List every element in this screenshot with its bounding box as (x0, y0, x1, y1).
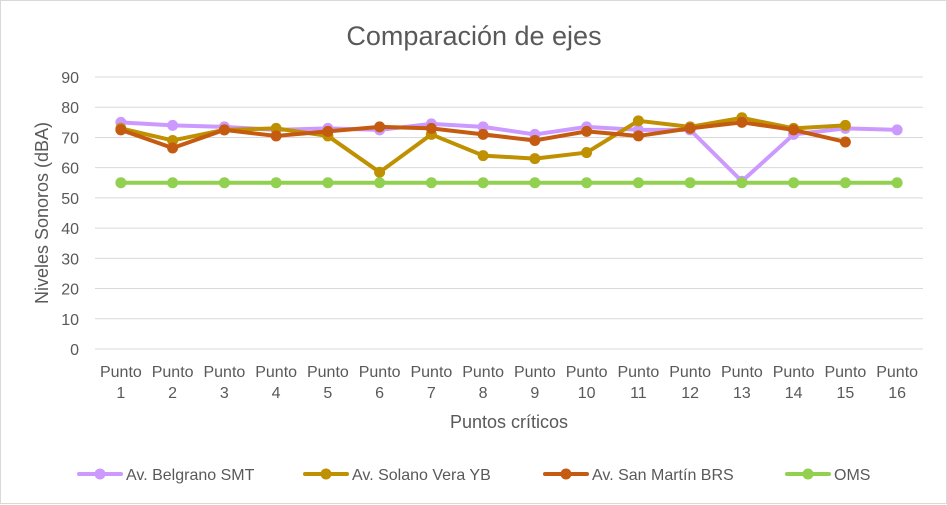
x-tick-label: Punto 10 (566, 364, 608, 402)
y-axis-ticks: 0 10 20 30 40 50 60 70 80 90 (61, 70, 79, 359)
x-tick-label: Punto 15 (824, 364, 866, 402)
x-tick-label: Punto 9 (514, 364, 556, 402)
data-point (891, 124, 903, 136)
chart-title: Comparación de ejes (346, 21, 601, 51)
y-tick-label: 70 (61, 130, 79, 147)
data-point (115, 177, 127, 189)
data-point (736, 177, 748, 189)
data-point (891, 177, 903, 189)
legend-label: Av. San Martín BRS (592, 467, 734, 484)
series-3 (115, 177, 903, 189)
data-point (581, 177, 593, 189)
legend-item: Av. San Martín BRS (543, 467, 734, 484)
x-tick-label: Punto 7 (410, 364, 452, 402)
data-point (788, 124, 800, 136)
x-tick-label: Punto 3 (203, 364, 245, 402)
data-point (374, 121, 386, 133)
data-point (684, 122, 696, 134)
x-tick-label: Punto 11 (617, 364, 659, 402)
legend-item: OMS (785, 467, 870, 484)
data-point (839, 119, 851, 131)
legend-item: Av. Solano Vera YB (303, 467, 491, 484)
y-tick-label: 20 (61, 282, 79, 299)
legend-swatch-marker (560, 468, 572, 480)
data-point (374, 177, 386, 189)
x-tick-label: Punto 2 (152, 364, 194, 402)
y-tick-label: 0 (70, 342, 79, 359)
data-point (477, 177, 489, 189)
data-point (581, 125, 593, 137)
x-tick-label: Punto 5 (307, 364, 349, 402)
x-tick-label: Punto 14 (773, 364, 815, 402)
data-point (270, 177, 282, 189)
data-point (839, 177, 851, 189)
gridlines (95, 76, 923, 350)
legend: Av. Belgrano SMT Av. Solano Vera YB Av. Sa… (77, 467, 870, 484)
y-tick-label: 10 (61, 312, 79, 329)
x-tick-label: Punto 12 (669, 364, 711, 402)
data-point (632, 130, 644, 142)
data-point (218, 177, 230, 189)
data-point (581, 147, 593, 159)
legend-swatch-marker (802, 468, 814, 480)
data-point (167, 177, 179, 189)
data-point (684, 177, 696, 189)
data-point (167, 134, 179, 146)
data-point (632, 115, 644, 127)
legend-label: OMS (834, 467, 870, 484)
data-point (529, 177, 541, 189)
data-point (374, 166, 386, 178)
y-tick-label: 30 (61, 251, 79, 268)
legend-label: Av. Solano Vera YB (352, 467, 491, 484)
y-tick-label: 90 (61, 70, 79, 87)
y-tick-label: 80 (61, 100, 79, 117)
y-axis-title: Niveles Sonoros (dBA) (32, 122, 52, 304)
x-tick-label: Punto 6 (359, 364, 401, 402)
legend-item: Av. Belgrano SMT (77, 467, 255, 484)
data-point (167, 119, 179, 131)
data-point (529, 134, 541, 146)
data-point (218, 124, 230, 136)
series-2 (115, 116, 851, 154)
x-tick-label: Punto 4 (255, 364, 297, 402)
data-point (270, 130, 282, 142)
legend-swatch-marker (320, 468, 332, 480)
legend-swatch-marker (94, 468, 106, 480)
x-tick-label: Punto 8 (462, 364, 504, 402)
x-axis-title: Puntos críticos (450, 412, 568, 432)
data-point (322, 177, 334, 189)
data-point (270, 122, 282, 134)
data-point (736, 116, 748, 128)
data-point (477, 121, 489, 133)
data-point (477, 150, 489, 162)
y-tick-label: 60 (61, 161, 79, 178)
data-point (167, 142, 179, 154)
y-tick-label: 50 (61, 191, 79, 208)
data-point (322, 125, 334, 137)
data-point (425, 122, 437, 134)
series-layer (115, 112, 903, 189)
legend-label: Av. Belgrano SMT (126, 467, 255, 484)
data-point (115, 124, 127, 136)
x-tick-label: Punto 1 (100, 364, 142, 402)
data-point (788, 177, 800, 189)
data-point (425, 177, 437, 189)
data-point (839, 136, 851, 148)
data-point (632, 177, 644, 189)
y-tick-label: 40 (61, 221, 79, 238)
x-tick-label: Punto 16 (876, 364, 918, 402)
data-point (477, 128, 489, 140)
data-point (529, 153, 541, 165)
x-tick-label: Punto 13 (721, 364, 763, 402)
